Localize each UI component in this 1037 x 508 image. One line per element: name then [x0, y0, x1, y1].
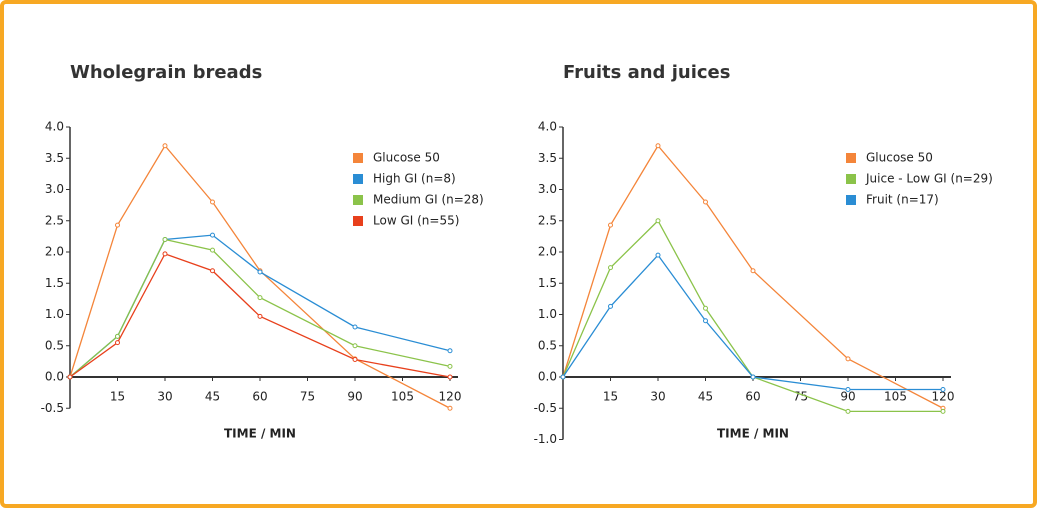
point: [352, 324, 358, 330]
point: [750, 374, 756, 380]
y-tick-label: 4.0: [45, 120, 64, 134]
chart-title: Fruits and juices: [563, 62, 730, 83]
y-tick-label: 3.0: [538, 182, 557, 196]
x-tick-label: 15: [603, 390, 618, 404]
legend-label: Low GI (n=55): [373, 214, 459, 228]
y-tick-label: 2.5: [45, 213, 64, 227]
legend-swatch: [846, 174, 856, 184]
point: [67, 374, 73, 380]
point: [447, 374, 453, 380]
point: [608, 265, 613, 271]
point: [352, 357, 358, 362]
legend-swatch: [353, 216, 363, 226]
x-tick-label: 30: [157, 390, 172, 404]
series-line: [562, 219, 943, 413]
point: [210, 247, 215, 253]
x-tick-label: 75: [300, 390, 315, 404]
y-tick-label: -0.5: [534, 401, 557, 415]
x-tick-label: 90: [840, 390, 855, 404]
point: [608, 303, 613, 309]
legend-swatch: [846, 153, 856, 163]
point: [162, 237, 168, 242]
legend-label: Glucose 50: [866, 151, 933, 165]
legend-swatch: [353, 174, 363, 184]
x-tick-label: 60: [745, 390, 760, 404]
point: [560, 374, 566, 380]
y-tick-label: 2.0: [45, 245, 64, 259]
x-tick-label: 105: [884, 390, 907, 404]
legend-swatch: [846, 195, 856, 205]
x-tick-label: 45: [205, 390, 220, 404]
point: [210, 199, 215, 205]
x-tick-label: 15: [110, 390, 125, 404]
y-tick-label: 3.5: [45, 151, 64, 165]
point: [210, 268, 215, 274]
point: [162, 251, 168, 257]
legend-label: Fruit (n=17): [866, 193, 939, 207]
legend-label: Glucose 50: [373, 151, 440, 165]
y-tick-label: 1.0: [45, 307, 64, 321]
x-tick-label: 30: [650, 390, 665, 404]
y-tick-label: 3.5: [538, 151, 557, 165]
point: [447, 348, 453, 354]
legend-label: Juice - Low GI (n=29): [865, 172, 993, 186]
point: [447, 363, 453, 369]
point: [115, 340, 120, 346]
y-tick-label: 2.5: [538, 213, 557, 227]
legend-label: High GI (n=8): [373, 172, 456, 186]
y-tick-label: 1.5: [538, 276, 557, 290]
series-line: [562, 254, 943, 391]
y-tick-label: 1.0: [538, 307, 557, 321]
y-tick-label: 1.5: [45, 276, 64, 290]
x-axis-label: TIME / MIN: [717, 427, 789, 441]
point: [750, 268, 756, 274]
y-tick-label: 0.0: [538, 370, 557, 384]
point: [655, 143, 661, 149]
point: [655, 218, 661, 224]
x-tick-label: 90: [347, 390, 362, 404]
point: [845, 356, 851, 362]
x-tick-label: 120: [439, 390, 462, 404]
point: [257, 295, 263, 301]
point: [608, 222, 613, 228]
legend-swatch: [353, 153, 363, 163]
point: [162, 143, 168, 149]
point: [940, 387, 946, 392]
point: [115, 222, 120, 228]
point: [703, 318, 708, 324]
y-tick-label: 0.5: [45, 338, 64, 352]
point: [655, 252, 661, 258]
x-axis-label: TIME / MIN: [224, 427, 296, 441]
series-line: [69, 234, 451, 378]
point: [703, 199, 708, 205]
y-tick-label: -0.5: [41, 401, 64, 415]
point: [447, 405, 453, 411]
point: [845, 408, 851, 414]
point: [703, 305, 708, 311]
legend-swatch: [353, 195, 363, 205]
y-tick-label: 0.0: [45, 370, 64, 384]
point: [845, 387, 851, 392]
y-tick-label: 4.0: [538, 120, 557, 134]
x-tick-label: 45: [698, 390, 713, 404]
series-line: [69, 238, 451, 378]
legend-label: Medium GI (n=28): [373, 193, 484, 207]
y-tick-label: 2.0: [538, 245, 557, 259]
point: [257, 313, 263, 319]
point: [115, 333, 120, 339]
point: [352, 343, 358, 349]
chart-title: Wholegrain breads: [70, 62, 262, 83]
point: [257, 269, 263, 275]
point: [210, 232, 215, 238]
x-tick-label: 105: [391, 390, 414, 404]
y-tick-label: -1.0: [534, 432, 557, 446]
x-tick-label: 120: [932, 390, 955, 404]
y-tick-label: 3.0: [45, 182, 64, 196]
point: [940, 408, 946, 414]
y-tick-label: 0.5: [538, 338, 557, 352]
x-tick-label: 60: [252, 390, 267, 404]
